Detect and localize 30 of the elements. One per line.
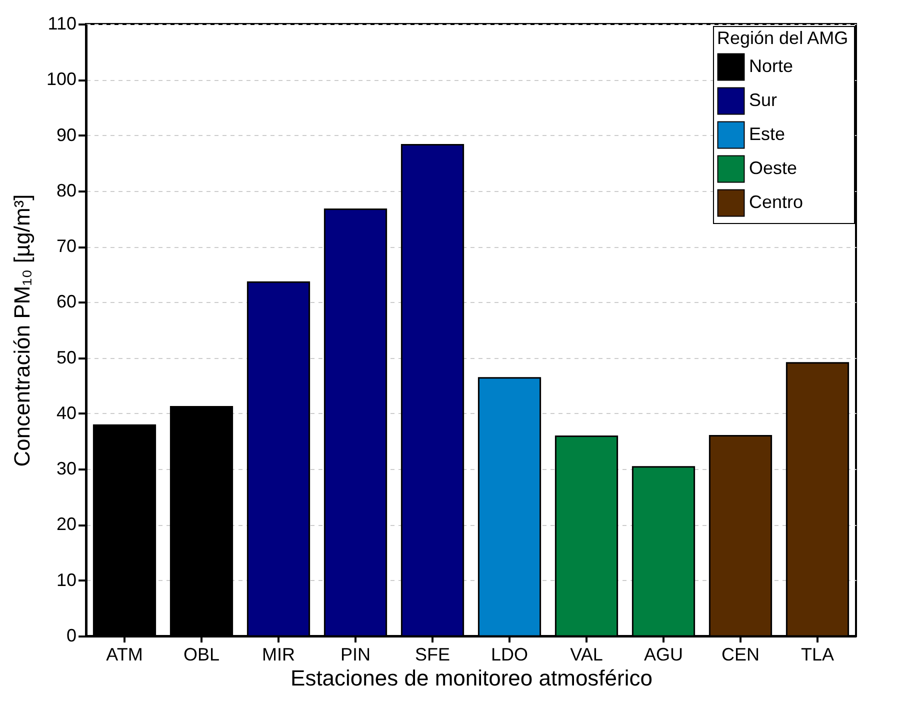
x-tick-label: MIR (262, 644, 295, 664)
y-tick-label: 110 (48, 14, 76, 34)
legend-label: Este (749, 124, 786, 144)
x-tick-label: LDO (490, 644, 528, 664)
legend-label: Norte (749, 56, 794, 76)
y-tick-label: 90 (56, 124, 76, 145)
legend-label: Sur (749, 90, 778, 110)
y-tick-label: 60 (56, 292, 76, 312)
y-tick-label: 10 (56, 570, 76, 590)
legend-title: Región del AMG (717, 28, 848, 48)
y-tick-label: 40 (56, 402, 76, 423)
y-axis-title: Concentración PM₁₀ [µg/m³] (9, 194, 34, 467)
y-tick-label: 0 (66, 626, 76, 646)
y-tick-label: 50 (56, 347, 76, 368)
y-tick-label: 100 (46, 69, 76, 90)
x-tick-label: AGU (644, 644, 684, 664)
x-tick-label: VAL (570, 644, 603, 664)
x-tick-label: SFE (414, 644, 450, 664)
x-axis-title: Estaciones de monitoreo atmosférico (290, 666, 652, 690)
legend-label: Centro (749, 192, 804, 212)
y-tick-label: 80 (56, 180, 76, 200)
x-tick-label: CEN (721, 644, 760, 664)
x-tick-label: PIN (340, 644, 371, 664)
y-tick-label: 30 (56, 458, 76, 479)
legend-label: Oeste (749, 158, 798, 178)
y-tick-label: 20 (56, 514, 76, 534)
x-tick-label: OBL (183, 644, 220, 664)
y-tick-label: 70 (56, 236, 76, 256)
x-tick-label: TLA (800, 644, 834, 664)
x-tick-label: ATM (106, 644, 143, 664)
